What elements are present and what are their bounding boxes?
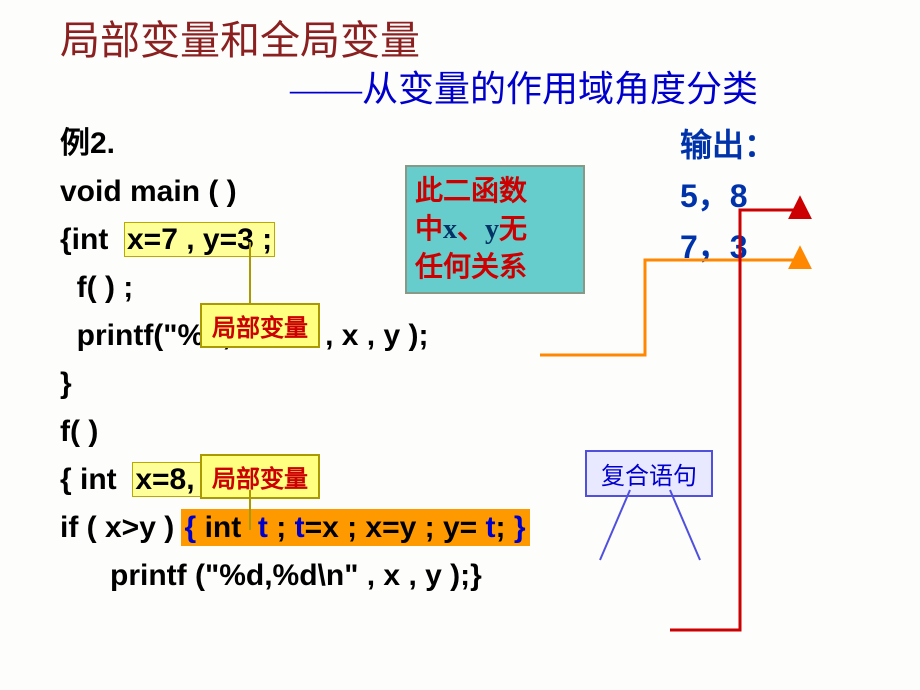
page-title: 局部变量和全局变量: [60, 8, 420, 66]
var-t: t: [258, 511, 268, 544]
code-line: f( ) ;: [60, 271, 133, 304]
code-line: }: [60, 367, 72, 400]
note-text: 、: [457, 214, 485, 245]
note-text: 无: [499, 214, 527, 245]
note-text: 任何关系: [415, 252, 527, 283]
page-subtitle: ——从变量的作用域角度分类: [290, 60, 758, 112]
compound-statement-label: 复合语句: [585, 450, 713, 497]
output-line: 5，8: [680, 171, 776, 222]
code-text: ;: [268, 511, 295, 544]
code-line: printf ("%d,%d\n" , x , y );}: [60, 559, 482, 592]
note-var-y: y: [485, 214, 499, 245]
output-line: 7，3: [680, 222, 776, 273]
note-var-x: x: [443, 214, 457, 245]
brace-close: }: [514, 511, 526, 544]
note-text: 此二函数: [415, 176, 527, 207]
output-block: 输出： 5，8 7，3: [680, 120, 776, 274]
code-line: 例2.: [60, 127, 115, 160]
output-header: 输出：: [680, 120, 776, 171]
highlighted-block: { int t ; t=x ; x=y ; y= t; }: [183, 511, 528, 544]
var-t: t: [295, 511, 305, 544]
code-line: void main ( ): [60, 175, 237, 208]
code-line: f( ): [60, 415, 98, 448]
note-text: 中: [415, 214, 443, 245]
code-line: {int: [60, 223, 125, 256]
code-text: ;: [496, 511, 514, 544]
local-var-label: 局部变量: [200, 454, 320, 499]
brace-open: {: [185, 511, 205, 544]
note-box: 此二函数 中x、y无 任何关系: [405, 165, 585, 294]
highlighted-vars: x=7 , y=3 ;: [125, 223, 274, 256]
code-text: int: [205, 511, 258, 544]
code-line: { int: [60, 463, 133, 496]
local-var-label: 局部变量: [200, 303, 320, 348]
var-t: t: [486, 511, 496, 544]
code-line: if ( x>y ): [60, 511, 183, 544]
code-text: =x ; x=y ; y=: [305, 511, 486, 544]
